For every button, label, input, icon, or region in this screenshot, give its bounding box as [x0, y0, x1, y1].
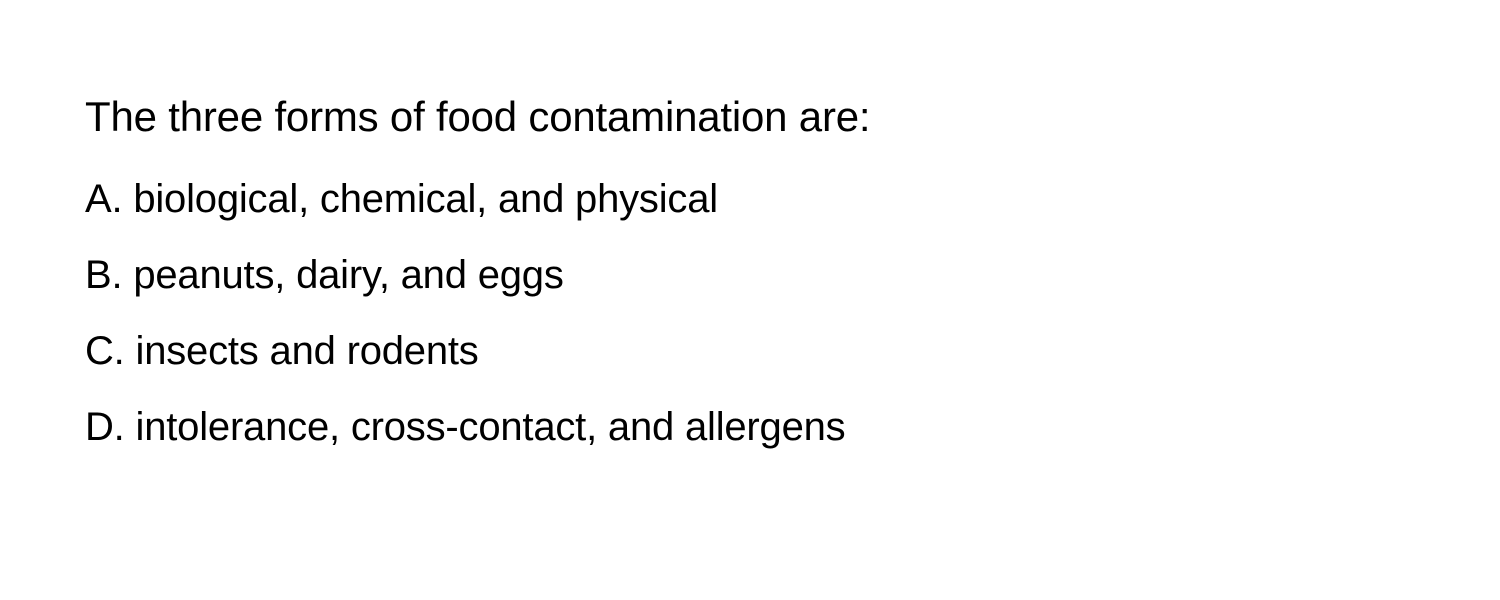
- option-b-label: B.: [85, 253, 133, 297]
- option-a-text: biological, chemical, and physical: [133, 177, 718, 221]
- option-b-text: peanuts, dairy, and eggs: [133, 253, 563, 297]
- option-c-label: C.: [85, 329, 136, 373]
- option-a[interactable]: A. biological, chemical, and physical: [85, 173, 1415, 225]
- option-c-text: insects and rodents: [136, 329, 479, 373]
- option-d-label: D.: [85, 405, 136, 449]
- option-a-label: A.: [85, 177, 133, 221]
- option-c[interactable]: C. insects and rodents: [85, 325, 1415, 377]
- option-b[interactable]: B. peanuts, dairy, and eggs: [85, 249, 1415, 301]
- question-text: The three forms of food contamination ar…: [85, 90, 1415, 145]
- option-d[interactable]: D. intolerance, cross-contact, and aller…: [85, 401, 1415, 453]
- option-d-text: intolerance, cross-contact, and allergen…: [136, 405, 846, 449]
